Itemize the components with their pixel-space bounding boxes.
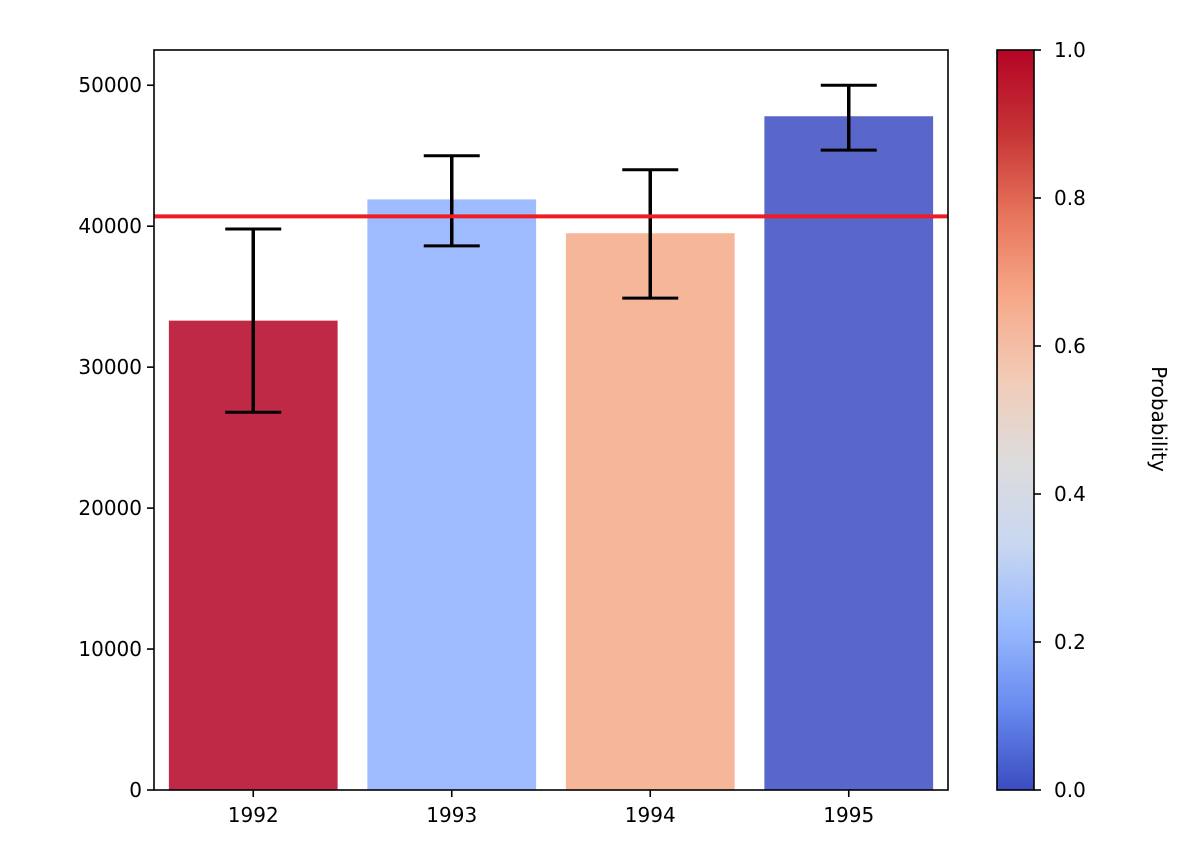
error-bar-1995 [820,83,877,152]
colorbar-tick-label: 0.8 [1054,186,1086,210]
colorbar-tick-label: 0.6 [1054,334,1086,358]
x-tick-label: 1993 [426,803,477,827]
axes-layer: 0 10000 20000 30000 40000 50000 1992 1993 1994 19… [78,49,949,827]
plot-frame [153,49,949,791]
bar-1994 [565,233,735,790]
colorbar-label: Probability [1147,366,1171,472]
y-tick-label: 30000 [78,355,142,379]
colorbar-gradient [996,49,1035,791]
x-tick-label: 1992 [228,803,279,827]
colorbar-tick-label: 0.0 [1054,778,1086,802]
error-bars-layer [225,83,877,414]
error-bar-1992 [225,227,282,414]
bar-1993 [367,199,537,790]
colorbar-tick-label: 0.2 [1054,630,1086,654]
colorbar-tick-label: 1.0 [1054,38,1086,62]
x-tick-label: 1994 [625,803,676,827]
y-tick-label: 40000 [78,214,142,238]
error-bar-1994 [622,168,679,300]
x-tick-label: 1995 [823,803,874,827]
error-bar-1993 [423,154,480,248]
y-tick-label: 0 [129,778,142,802]
bars-layer [168,116,934,790]
y-tick-label: 50000 [78,73,142,97]
bar-1995 [764,116,934,790]
y-tick-label: 10000 [78,637,142,661]
colorbar-tick-label: 0.4 [1054,482,1086,506]
colorbar: 0.0 0.2 0.4 0.6 0.8 1.0 Probability [996,38,1171,802]
y-tick-label: 20000 [78,496,142,520]
